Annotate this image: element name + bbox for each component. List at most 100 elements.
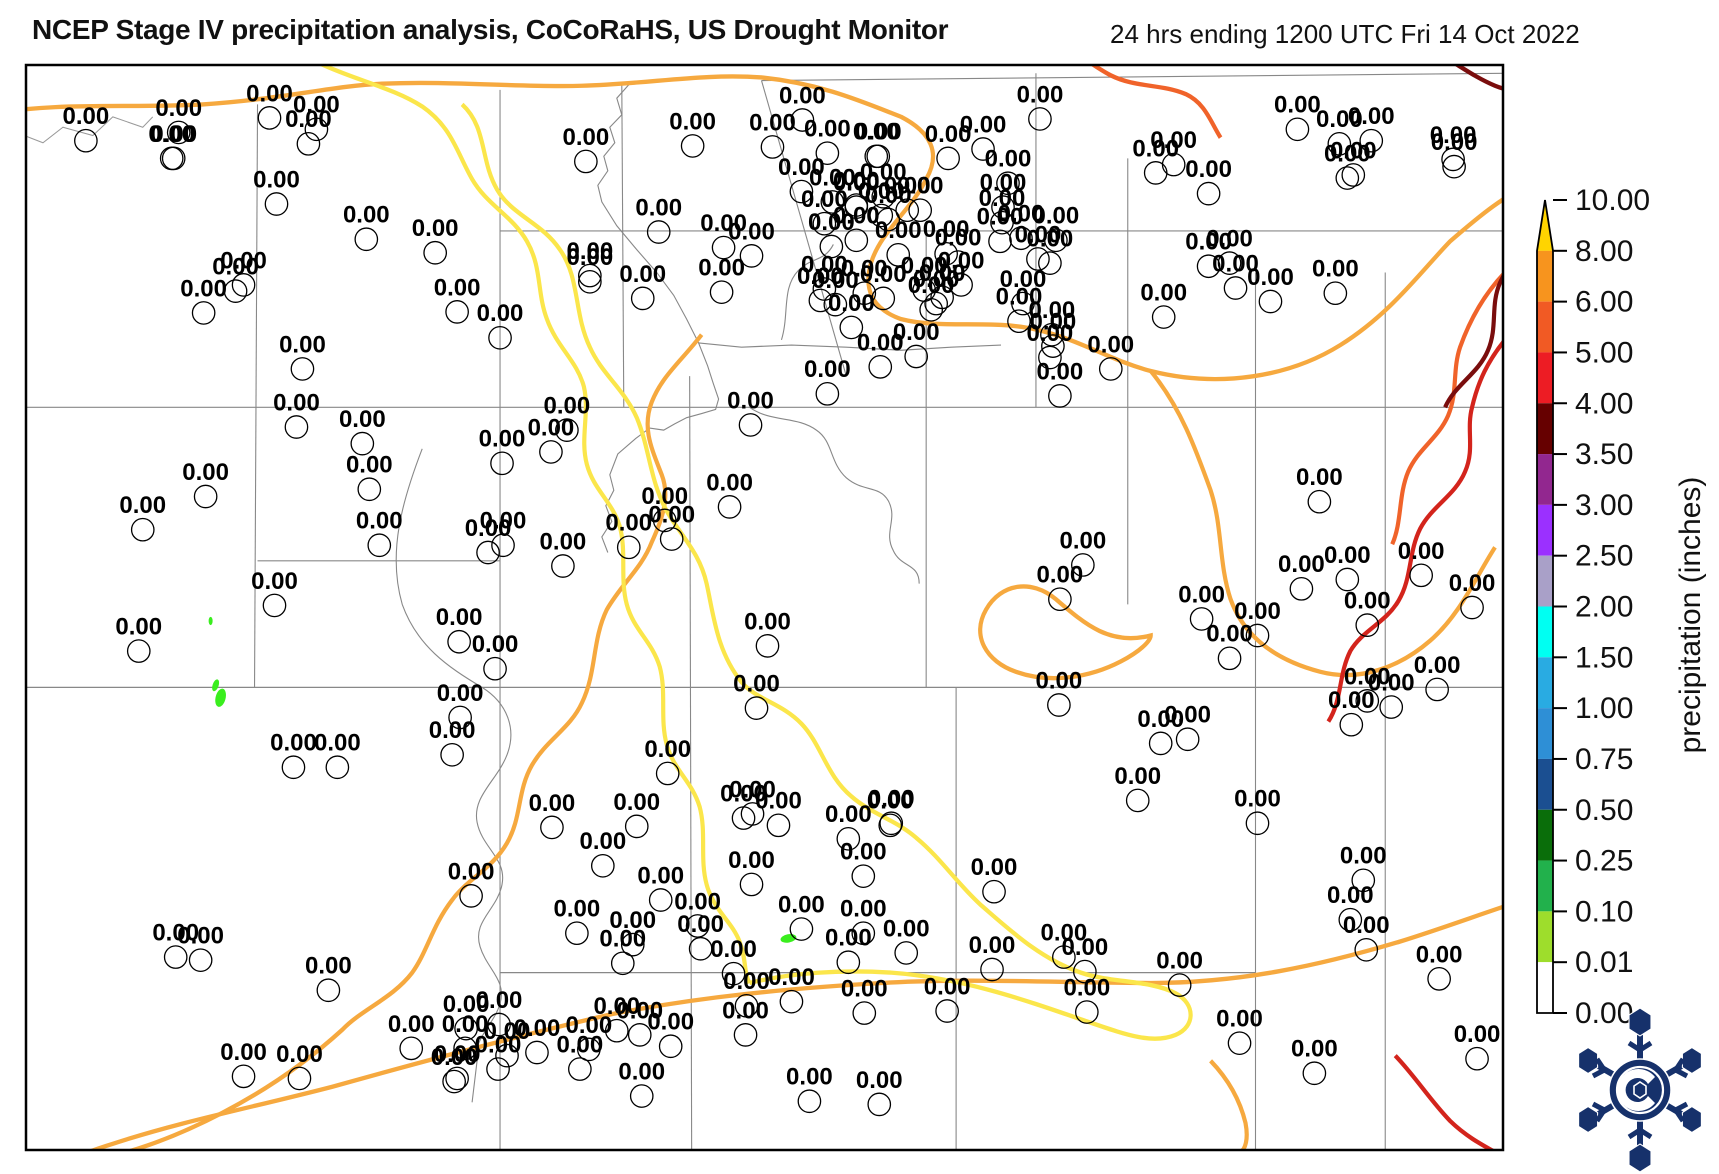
svg-text:0.00: 0.00 — [883, 915, 930, 942]
svg-text:0.00: 0.00 — [479, 426, 526, 453]
svg-text:0.00: 0.00 — [180, 275, 227, 302]
svg-text:0.00: 0.00 — [855, 119, 902, 146]
svg-text:0.00: 0.00 — [1140, 279, 1187, 306]
svg-text:0.00: 0.00 — [1316, 106, 1363, 133]
svg-text:0.00: 0.00 — [246, 80, 293, 107]
svg-text:0.00: 0.00 — [1327, 882, 1374, 909]
svg-text:0.00: 0.00 — [619, 261, 666, 288]
svg-text:0.00: 0.00 — [641, 483, 688, 510]
svg-text:0.00: 0.00 — [251, 568, 298, 595]
svg-text:0.00: 0.00 — [1278, 551, 1325, 578]
svg-text:0.00: 0.00 — [1330, 137, 1377, 164]
svg-text:0.00: 0.00 — [1017, 81, 1064, 108]
svg-text:0.00: 0.00 — [825, 925, 872, 952]
svg-text:0.00: 0.00 — [960, 111, 1007, 138]
svg-text:0.10: 0.10 — [1575, 895, 1633, 928]
svg-text:0.00: 0.00 — [276, 1041, 323, 1068]
svg-text:6.00: 6.00 — [1575, 286, 1633, 319]
svg-text:0.00: 0.00 — [554, 896, 601, 923]
svg-text:0.00: 0.00 — [220, 1039, 267, 1066]
svg-text:1.00: 1.00 — [1575, 692, 1633, 725]
svg-text:0.00: 0.00 — [253, 166, 300, 193]
svg-text:0.00: 0.00 — [544, 393, 591, 420]
svg-text:0.00: 0.00 — [356, 508, 403, 535]
svg-text:0.00: 0.00 — [749, 109, 796, 136]
svg-text:0.00: 0.00 — [710, 936, 757, 963]
svg-text:precipitation (inches): precipitation (inches) — [1674, 477, 1707, 754]
svg-text:0.00: 0.00 — [723, 968, 770, 995]
svg-text:4.00: 4.00 — [1575, 387, 1633, 420]
svg-text:0.00: 0.00 — [727, 387, 774, 414]
svg-text:0.00: 0.00 — [875, 217, 922, 244]
svg-text:0.00: 0.00 — [1296, 464, 1343, 491]
svg-text:0.00: 0.00 — [557, 1032, 604, 1059]
svg-text:0.00: 0.00 — [1247, 264, 1294, 291]
svg-text:0.00: 0.00 — [115, 613, 162, 640]
svg-text:0.00: 0.00 — [856, 1067, 903, 1094]
svg-text:0.00: 0.00 — [804, 356, 851, 383]
svg-text:0.00: 0.00 — [1324, 542, 1371, 569]
svg-text:0.00: 0.00 — [706, 469, 753, 496]
svg-text:0.00: 0.00 — [857, 329, 904, 356]
svg-text:0.00: 0.00 — [480, 508, 527, 535]
svg-text:0.00: 0.00 — [744, 608, 791, 635]
svg-text:0.00: 0.00 — [1030, 309, 1077, 336]
svg-text:0.00: 0.00 — [722, 997, 769, 1024]
svg-text:0.00: 0.00 — [1344, 588, 1391, 615]
svg-text:0.00: 0.00 — [540, 528, 587, 555]
svg-text:0.00: 0.00 — [155, 95, 202, 122]
svg-text:0.00: 0.00 — [841, 975, 888, 1002]
svg-text:0.00: 0.00 — [1087, 331, 1134, 358]
svg-text:0.00: 0.00 — [1216, 1006, 1263, 1033]
svg-text:0.50: 0.50 — [1575, 794, 1633, 827]
svg-text:0.00: 0.00 — [119, 492, 166, 519]
svg-text:0.00: 0.00 — [339, 406, 386, 433]
svg-text:0.00: 0.00 — [1343, 912, 1390, 939]
svg-text:0.00: 0.00 — [152, 919, 199, 946]
svg-text:0.00: 0.00 — [786, 1064, 833, 1091]
svg-text:2.00: 2.00 — [1575, 591, 1633, 624]
svg-text:0.25: 0.25 — [1575, 845, 1633, 878]
svg-text:0.00: 0.00 — [924, 973, 971, 1000]
svg-text:0.00: 0.00 — [1156, 947, 1203, 974]
svg-text:0.00: 0.00 — [979, 185, 1026, 212]
svg-text:0.00: 0.00 — [436, 604, 483, 631]
svg-text:0.00: 0.00 — [1414, 652, 1461, 679]
svg-text:0.00: 0.00 — [613, 789, 660, 816]
svg-text:0.00: 0.00 — [840, 896, 887, 923]
svg-text:0.00: 0.00 — [825, 801, 872, 828]
svg-text:0.00: 0.00 — [1037, 562, 1084, 589]
svg-text:0.00: 0.00 — [63, 103, 110, 130]
svg-text:0.00: 0.00 — [1059, 527, 1106, 554]
svg-text:0.00: 0.00 — [1041, 919, 1088, 946]
svg-text:3.00: 3.00 — [1575, 489, 1633, 522]
svg-text:0.00: 0.00 — [220, 247, 267, 274]
svg-text:0.00: 0.00 — [969, 932, 1016, 959]
svg-text:0.00: 0.00 — [609, 907, 656, 934]
svg-text:0.00: 0.00 — [343, 202, 390, 229]
svg-text:0.00: 0.00 — [1274, 92, 1321, 119]
svg-text:1.50: 1.50 — [1575, 641, 1633, 674]
svg-text:0.00: 0.00 — [728, 218, 775, 245]
svg-text:0.00: 0.00 — [733, 671, 780, 698]
svg-text:0.00: 0.00 — [605, 510, 652, 537]
svg-text:0.01: 0.01 — [1575, 946, 1633, 979]
svg-text:0.75: 0.75 — [1575, 743, 1633, 776]
svg-text:0.00: 0.00 — [1185, 229, 1232, 256]
svg-text:0.00: 0.00 — [148, 121, 195, 148]
svg-text:0.00: 0.00 — [434, 274, 481, 301]
svg-text:0.00: 0.00 — [635, 194, 682, 221]
svg-text:0.00: 0.00 — [860, 261, 907, 288]
svg-text:0.00: 0.00 — [529, 790, 576, 817]
svg-text:0.00: 0.00 — [637, 862, 684, 889]
svg-text:0.00: 0.00 — [1449, 570, 1496, 597]
svg-text:0.00: 0.00 — [1234, 786, 1281, 813]
svg-text:0.00: 0.00 — [472, 631, 519, 658]
svg-text:0.00: 0.00 — [868, 786, 915, 813]
svg-text:0.00: 0.00 — [1398, 538, 1445, 565]
svg-text:8.00: 8.00 — [1575, 235, 1633, 268]
svg-text:0.00: 0.00 — [778, 891, 825, 918]
svg-text:0.00: 0.00 — [1137, 706, 1184, 733]
svg-text:10.00: 10.00 — [1575, 184, 1650, 217]
svg-text:0.00: 0.00 — [840, 839, 887, 866]
